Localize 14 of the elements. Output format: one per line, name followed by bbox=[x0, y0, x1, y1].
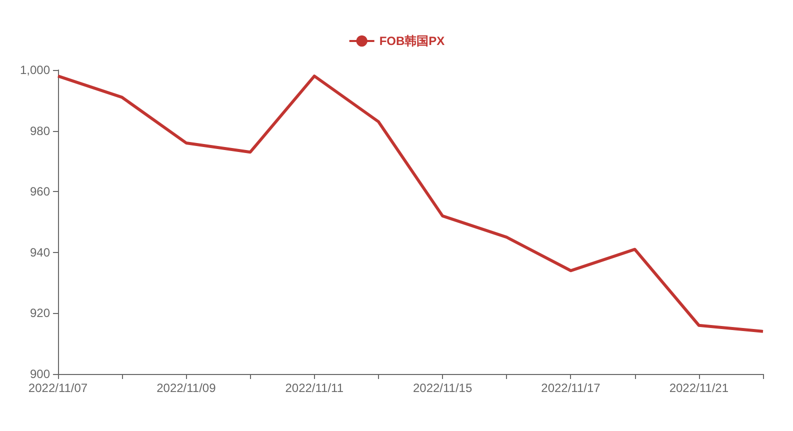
x-tick-label: 2022/11/17 bbox=[541, 381, 601, 395]
x-tick-label: 2022/11/21 bbox=[669, 381, 729, 395]
x-tick-label: 2022/11/07 bbox=[28, 381, 88, 395]
line-series bbox=[56, 74, 764, 333]
y-tick-label: 920 bbox=[30, 306, 50, 320]
y-tick-label: 980 bbox=[30, 124, 50, 138]
x-tick-label: 2022/11/11 bbox=[285, 381, 344, 395]
y-tick-label: 960 bbox=[30, 184, 50, 199]
legend-label: FOB韩国PX bbox=[379, 34, 445, 48]
x-tick-label: 2022/11/09 bbox=[156, 381, 216, 395]
y-tick-label: 940 bbox=[30, 245, 50, 260]
x-tick-label: 2022/11/15 bbox=[412, 381, 472, 395]
y-tick-label: 900 bbox=[30, 367, 50, 381]
y-tick-label: 1,000 bbox=[20, 63, 50, 77]
